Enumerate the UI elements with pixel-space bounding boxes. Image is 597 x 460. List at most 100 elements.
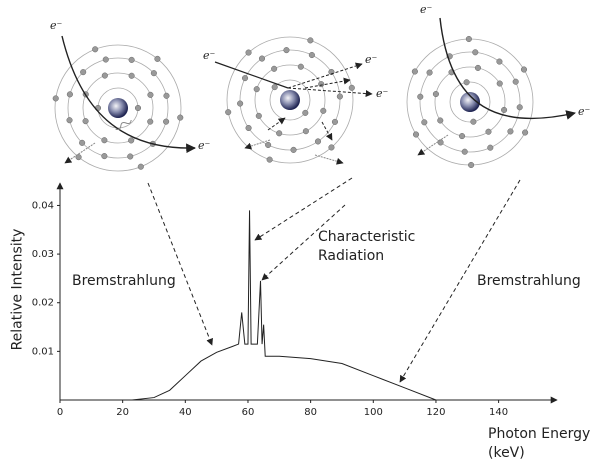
x-tick-label: 120 — [426, 407, 445, 418]
x-tick-label: 20 — [116, 407, 129, 418]
y-tick-label: 0.03 — [32, 249, 54, 260]
orbit — [449, 81, 491, 123]
electron — [318, 81, 325, 88]
electron-label: e⁻ — [198, 139, 211, 152]
atoms — [52, 35, 534, 172]
electron — [331, 118, 339, 125]
orbit — [419, 51, 521, 153]
electron — [154, 55, 161, 62]
electron — [472, 49, 479, 56]
electron — [308, 51, 315, 59]
y-tick-label: 0.01 — [32, 346, 54, 357]
electron — [177, 114, 184, 121]
electron — [516, 104, 523, 111]
y-tick-label: 0.04 — [32, 200, 54, 211]
electron — [137, 163, 144, 170]
electron — [253, 86, 260, 93]
electron-path — [287, 87, 373, 98]
electron — [150, 70, 157, 77]
electron — [255, 112, 262, 119]
electron — [258, 55, 266, 62]
electron — [147, 118, 154, 125]
pointer-arrow — [261, 204, 346, 281]
electron — [101, 72, 108, 79]
electron — [507, 128, 514, 135]
orbit — [82, 72, 154, 144]
annotation: Bremstrahlung — [72, 273, 176, 289]
electron-label: e⁻ — [50, 19, 63, 32]
data-line — [132, 210, 437, 401]
electron — [102, 56, 109, 63]
electron-path — [439, 17, 576, 120]
electron — [163, 118, 170, 125]
y-tick-label: 0.02 — [32, 298, 54, 309]
x-tick-label: 60 — [242, 407, 255, 418]
electron-path — [61, 35, 196, 154]
electron — [271, 65, 278, 72]
electron — [92, 46, 99, 53]
transition — [321, 121, 333, 141]
electron — [283, 47, 290, 54]
electron — [265, 141, 272, 149]
electron — [134, 104, 142, 112]
orbit — [67, 57, 169, 159]
electron — [468, 161, 475, 169]
orbit — [269, 79, 311, 121]
orbit — [54, 44, 182, 172]
electron — [437, 117, 444, 124]
electron-path — [304, 77, 351, 89]
electron — [501, 106, 508, 114]
electron — [302, 109, 309, 116]
electron — [487, 144, 494, 151]
electron — [432, 90, 439, 98]
electron — [225, 109, 232, 116]
x-tick-label: 40 — [179, 407, 192, 418]
pointer-arrow — [147, 182, 213, 346]
electron — [271, 84, 278, 91]
photon — [244, 139, 271, 150]
transition — [267, 117, 286, 131]
electron — [147, 91, 154, 98]
nucleus — [460, 92, 480, 112]
electron — [66, 117, 73, 124]
orbit — [239, 49, 341, 151]
nucleus — [108, 98, 128, 118]
electron — [82, 118, 89, 125]
electron — [66, 91, 73, 98]
electron-label: e⁻ — [203, 49, 216, 62]
electron — [320, 107, 327, 114]
electron — [421, 119, 428, 126]
x-tick-label: 140 — [489, 407, 508, 418]
electron — [128, 56, 135, 63]
electron — [302, 128, 309, 135]
electron — [474, 64, 482, 71]
electron — [245, 49, 252, 56]
electron — [101, 137, 108, 144]
electron — [80, 69, 87, 76]
electron — [245, 124, 252, 132]
photon — [115, 119, 132, 131]
electron — [417, 93, 424, 100]
nucleus — [280, 90, 300, 110]
orbit — [226, 36, 354, 164]
electron — [411, 68, 418, 75]
electron — [465, 35, 472, 43]
x-tick-label: 100 — [364, 407, 383, 418]
electron — [496, 58, 503, 65]
electron — [461, 148, 468, 155]
photon — [417, 134, 449, 156]
electron — [348, 84, 355, 91]
electron — [290, 146, 297, 153]
electron — [522, 129, 529, 136]
x-tick-label: 0 — [57, 407, 63, 418]
electron-label: e⁻ — [420, 3, 433, 16]
photon — [314, 154, 344, 165]
electron — [512, 78, 519, 85]
electron — [426, 69, 433, 76]
electron-label: e⁻ — [365, 53, 378, 66]
electron — [458, 133, 466, 140]
electron — [463, 79, 470, 86]
electron-path — [214, 61, 289, 89]
